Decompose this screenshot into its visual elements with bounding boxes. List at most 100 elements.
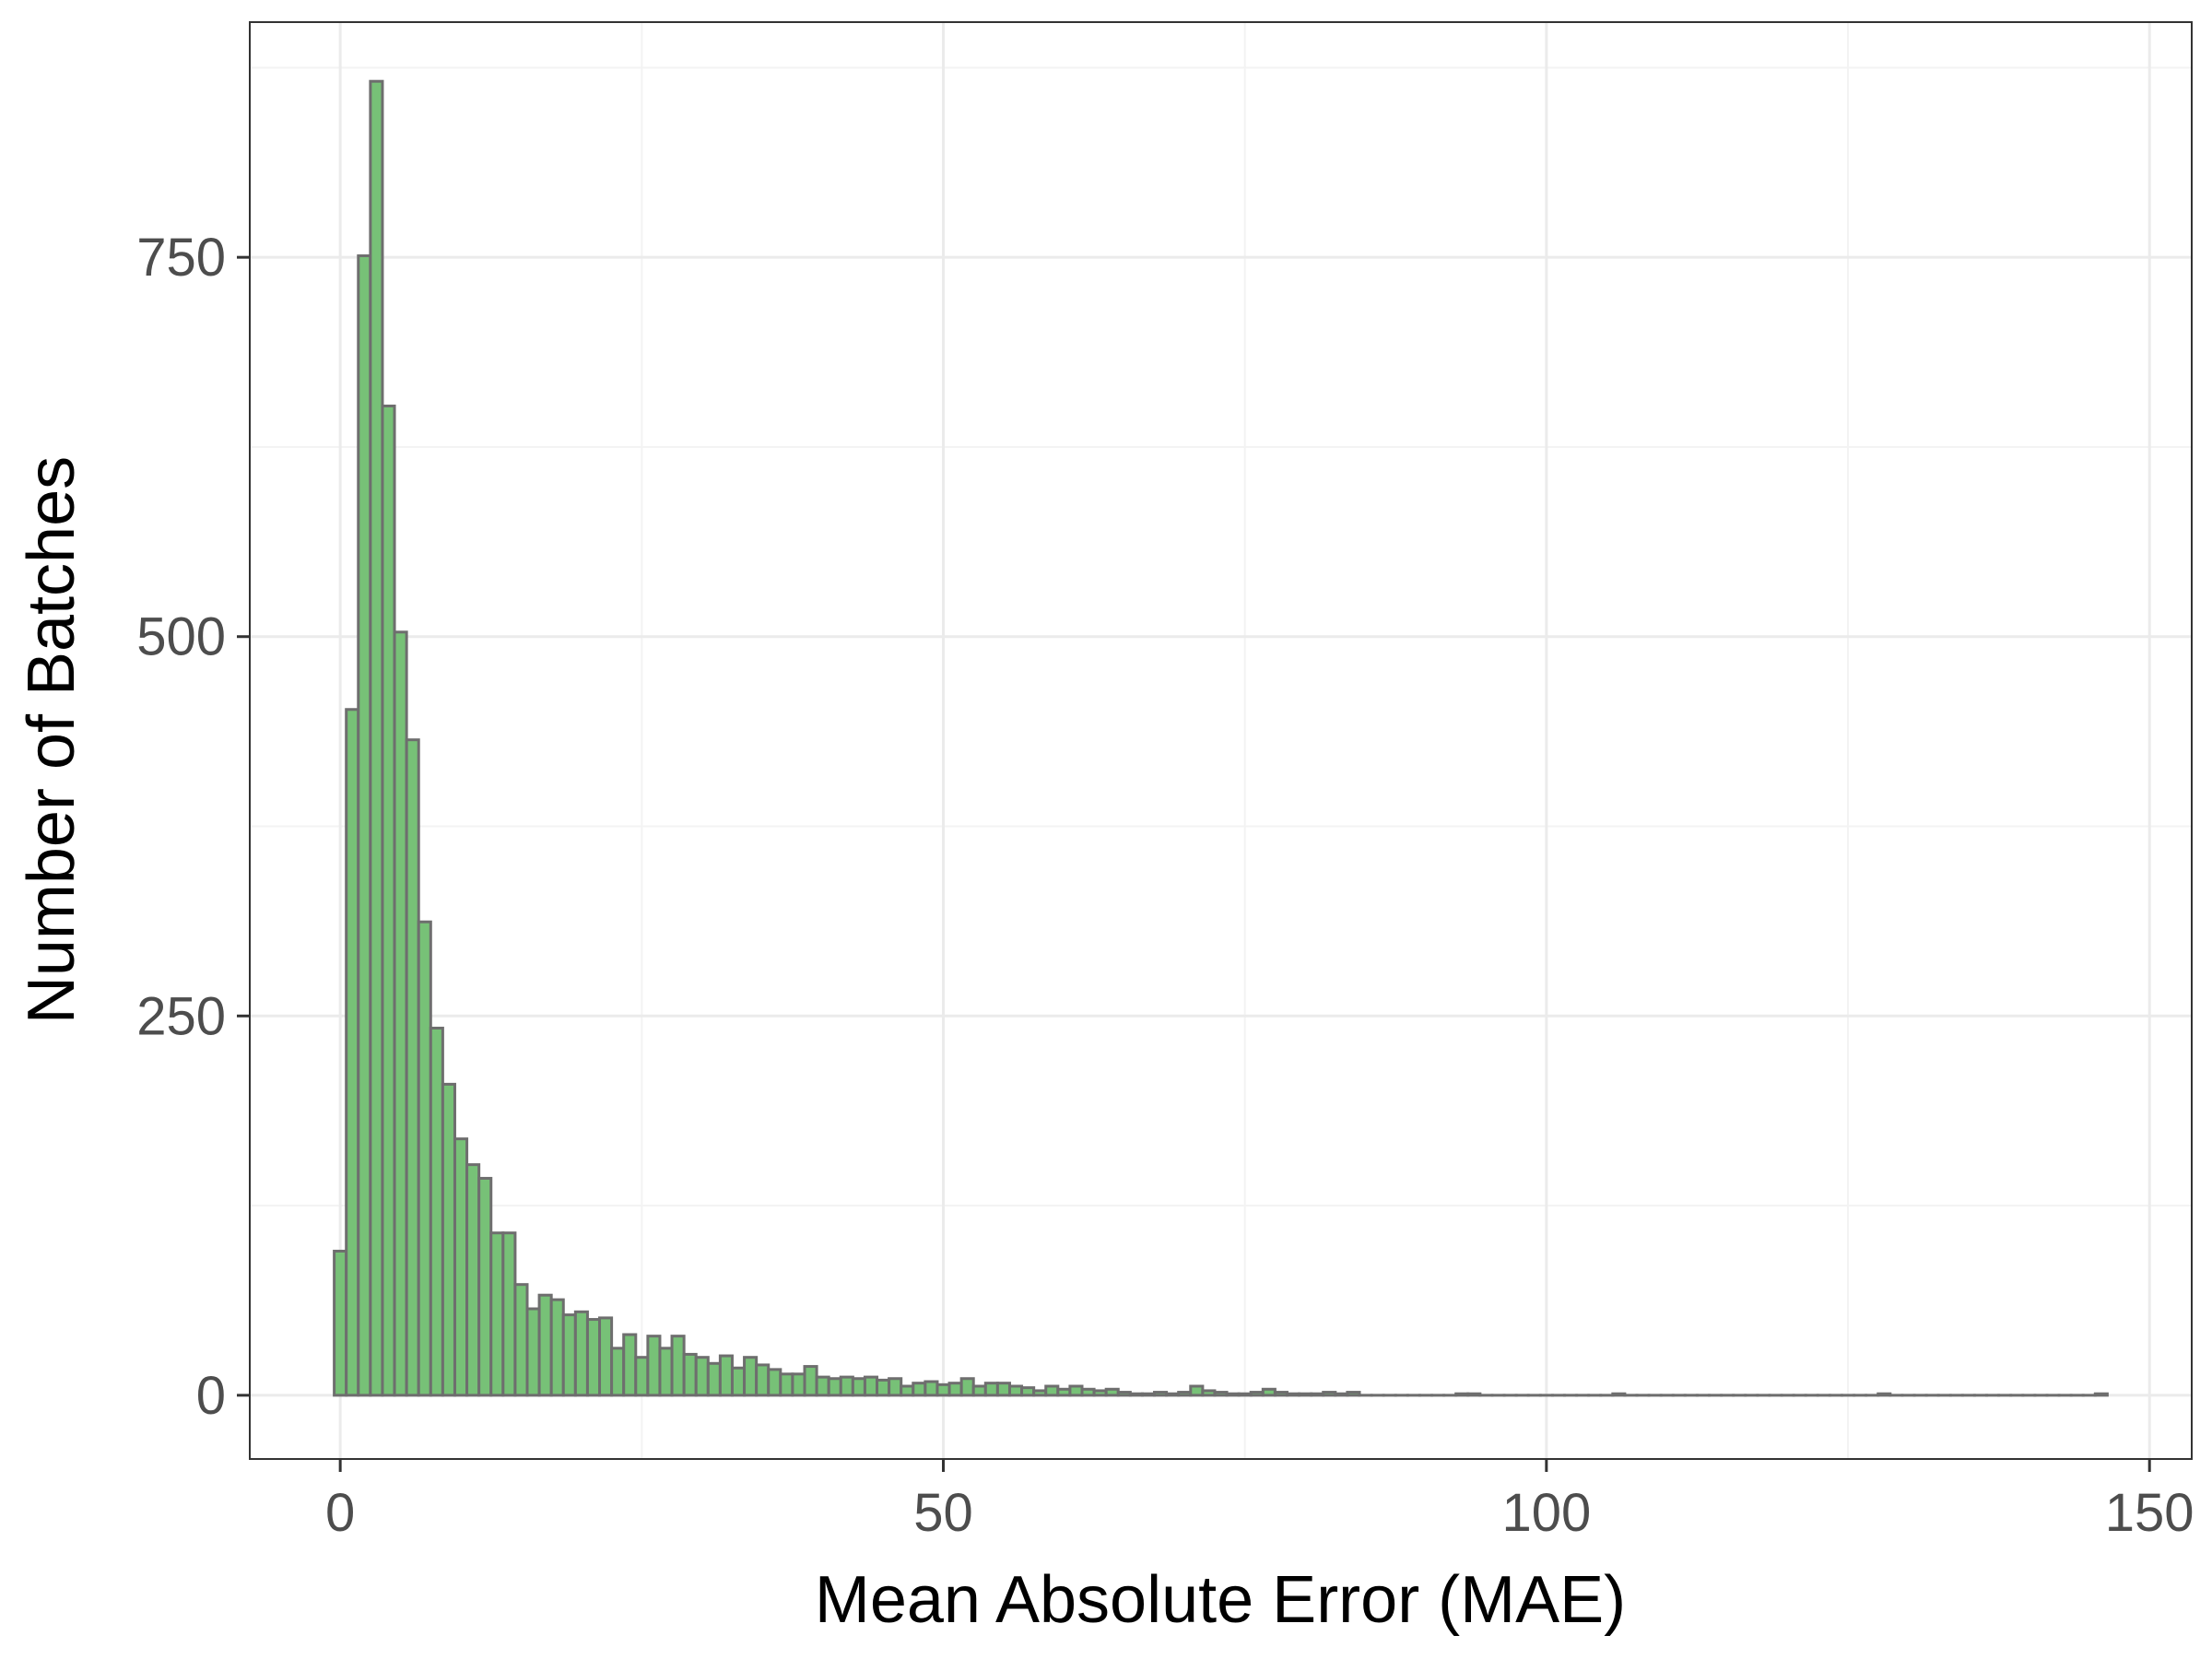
histogram-bar xyxy=(1285,1392,1301,1397)
histogram-bar xyxy=(1322,1391,1337,1397)
histogram-bar xyxy=(345,708,360,1397)
histogram-bar xyxy=(815,1375,830,1397)
tick-labels: 0 50 100 150 0 250 500 750 xyxy=(136,228,2194,1543)
histogram-bar xyxy=(1092,1389,1108,1397)
histogram-bar xyxy=(610,1347,626,1397)
y-tick-label: 0 xyxy=(196,1366,226,1426)
x-tick-label: 100 xyxy=(1501,1483,1591,1543)
histogram-bar xyxy=(537,1293,553,1397)
histogram-bar xyxy=(971,1384,987,1397)
histogram-bar xyxy=(1213,1391,1229,1397)
histogram-bar xyxy=(513,1283,529,1397)
histogram-bar xyxy=(1334,1392,1349,1397)
histogram-bar xyxy=(682,1352,698,1397)
histogram-bar xyxy=(1007,1384,1024,1397)
histogram-bar xyxy=(573,1310,589,1397)
histogram-bar xyxy=(561,1313,577,1397)
y-tick-label: 250 xyxy=(136,986,226,1046)
histogram-bar xyxy=(1104,1387,1120,1397)
histogram-bar xyxy=(1165,1392,1181,1397)
histogram-bar xyxy=(1201,1389,1217,1397)
histogram-bar xyxy=(1140,1392,1157,1397)
histogram-bar xyxy=(924,1380,939,1397)
histogram-bar xyxy=(694,1356,710,1397)
histogram-bar xyxy=(1068,1384,1084,1397)
histogram-bar xyxy=(549,1298,565,1397)
histogram-bar xyxy=(477,1176,493,1397)
histogram-bar xyxy=(779,1372,794,1397)
histogram-bar xyxy=(1177,1391,1193,1397)
histogram-bar xyxy=(900,1384,915,1397)
y-tick-label: 500 xyxy=(136,607,226,667)
histogram-bar xyxy=(863,1375,879,1397)
histogram-bar xyxy=(1310,1392,1325,1397)
histogram-bar xyxy=(983,1382,999,1397)
histogram-bar xyxy=(585,1318,602,1397)
histogram-bar xyxy=(1454,1392,1470,1397)
histogram-bar xyxy=(888,1377,903,1397)
histogram-bar xyxy=(876,1378,891,1397)
bars-layer xyxy=(333,79,2109,1397)
x-tick-label: 50 xyxy=(913,1483,973,1543)
histogram-bar xyxy=(598,1316,614,1397)
histogram-bar xyxy=(417,920,432,1397)
histogram-bar xyxy=(1032,1389,1048,1397)
histogram-bar xyxy=(429,1026,444,1397)
histogram-bar xyxy=(1056,1387,1072,1397)
histogram-bar xyxy=(743,1356,759,1397)
histogram-bar xyxy=(767,1368,782,1397)
histogram-bar xyxy=(1237,1392,1253,1397)
histogram-bar xyxy=(803,1365,818,1397)
x-axis-title: Mean Absolute Error (MAE) xyxy=(815,1563,1626,1637)
histogram-bar xyxy=(369,79,384,1397)
x-tick-label: 150 xyxy=(2105,1483,2194,1543)
histogram-bar xyxy=(839,1375,854,1397)
histogram-bar xyxy=(465,1163,481,1397)
histogram-bar xyxy=(1153,1391,1169,1397)
histogram-bar xyxy=(670,1335,686,1397)
x-tick-label: 0 xyxy=(325,1483,355,1543)
histogram-bar xyxy=(441,1082,456,1397)
histogram-bar xyxy=(1116,1391,1132,1397)
histogram-bar xyxy=(1044,1384,1060,1397)
panel-border xyxy=(249,21,2193,1460)
histogram-bar xyxy=(453,1137,469,1397)
histogram-bar xyxy=(333,1249,348,1397)
histogram-bar xyxy=(646,1335,662,1397)
grid-layer xyxy=(250,22,2192,1459)
histogram-bar xyxy=(1128,1392,1144,1397)
histogram-bar xyxy=(947,1382,963,1397)
histogram-bar xyxy=(2093,1392,2109,1397)
histogram-bar xyxy=(1080,1387,1096,1397)
histogram-bar xyxy=(827,1377,842,1397)
histogram-bar xyxy=(1249,1391,1265,1397)
histogram-bar xyxy=(959,1377,975,1397)
histogram-bar xyxy=(1020,1386,1036,1397)
histogram-bar xyxy=(381,405,396,1397)
axis-ticks xyxy=(237,255,2151,1472)
y-tick-label: 750 xyxy=(136,228,226,288)
histogram-bar xyxy=(935,1382,951,1397)
histogram-bar xyxy=(755,1363,771,1397)
histogram-bar xyxy=(912,1382,927,1397)
histogram-bar xyxy=(1466,1392,1482,1397)
histogram-bar xyxy=(501,1231,517,1397)
histogram-bar xyxy=(1261,1387,1277,1397)
histogram-bar xyxy=(658,1347,674,1397)
histogram-bar xyxy=(1346,1391,1361,1397)
histogram-bar xyxy=(525,1307,541,1397)
histogram-bar xyxy=(1298,1392,1313,1397)
histogram-bar xyxy=(1273,1391,1288,1397)
histogram-bar xyxy=(851,1377,866,1397)
histogram-bar xyxy=(1189,1384,1205,1397)
histogram-bar xyxy=(706,1361,722,1397)
histogram-bar xyxy=(622,1333,638,1397)
histogram-bar xyxy=(489,1231,505,1397)
histogram-bar xyxy=(634,1356,650,1397)
histogram-bar xyxy=(1611,1392,1627,1397)
histogram-bar xyxy=(730,1366,747,1397)
histogram-bar xyxy=(1877,1392,1892,1397)
histogram-bar xyxy=(393,630,408,1397)
histogram-bar xyxy=(405,738,420,1397)
